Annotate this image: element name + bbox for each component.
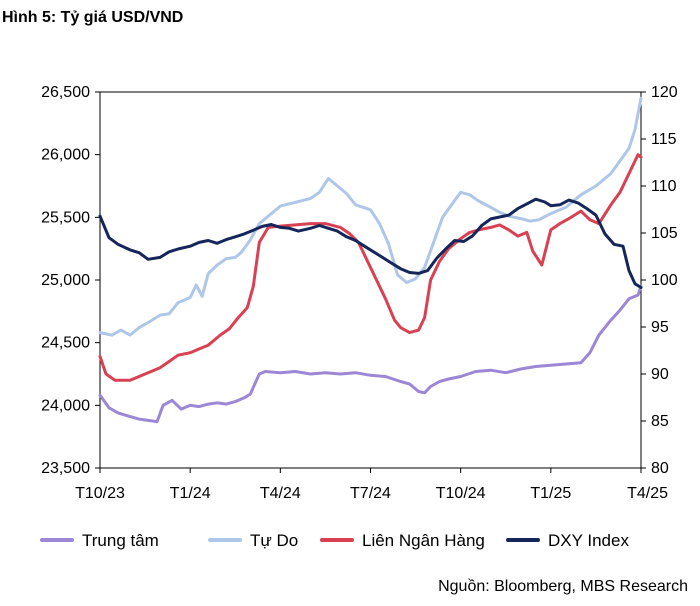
source-note: Nguồn: Bloomberg, MBS Research xyxy=(438,578,688,595)
x-tick-label: T4/25 xyxy=(627,485,668,502)
y-left-tick-label: 24,000 xyxy=(41,397,90,414)
x-tick-label: T7/24 xyxy=(350,485,391,502)
x-tick-label: T1/25 xyxy=(530,485,571,502)
y-left-tick-label: 24,500 xyxy=(41,335,90,352)
legend-label: DXY Index xyxy=(548,531,629,550)
legend-label: Trung tâm xyxy=(82,531,159,550)
legend-label: Liên Ngân Hàng xyxy=(362,531,485,550)
axis-layer: 23,500 24,000 24,500 25,000 25,500 26,000 26,5… xyxy=(41,84,678,502)
y-right-tick-label: 110 xyxy=(651,178,677,195)
y-left-tick-label: 25,500 xyxy=(41,209,90,226)
y-right-tick-label: 105 xyxy=(651,225,678,242)
series-layer xyxy=(98,96,643,424)
y-right-tick-label: 115 xyxy=(651,131,677,148)
x-tick-label: T1/24 xyxy=(170,485,211,502)
legend-label: Tự Do xyxy=(250,531,298,550)
y-left-tick-label: 26,000 xyxy=(41,147,90,164)
x-tick-label: T10/24 xyxy=(436,485,486,502)
x-tick-label: T10/23 xyxy=(75,485,125,502)
chart-title: Hình 5: Tỷ giá USD/VND xyxy=(2,9,184,26)
legend: Trung tâm Tự Do Liên Ngân Hàng DXY Index xyxy=(40,531,629,550)
y-right-tick-label: 85 xyxy=(651,413,669,430)
y-right-tick-label: 120 xyxy=(651,84,678,101)
series-line-3 xyxy=(98,197,643,289)
y-left-tick-label: 26,500 xyxy=(41,84,90,101)
y-right-tick-label: 100 xyxy=(651,272,678,289)
y-left-tick-label: 23,500 xyxy=(41,460,90,477)
y-left-tick-label: 25,000 xyxy=(41,272,90,289)
x-tick-label: T4/24 xyxy=(260,485,301,502)
y-right-tick-label: 90 xyxy=(651,366,669,383)
plot-frame xyxy=(99,91,642,469)
series-line-0 xyxy=(98,284,643,424)
series-line-2 xyxy=(98,153,643,382)
y-right-tick-label: 95 xyxy=(651,319,669,336)
series-line-1 xyxy=(98,96,643,337)
y-right-tick-label: 80 xyxy=(651,460,669,477)
